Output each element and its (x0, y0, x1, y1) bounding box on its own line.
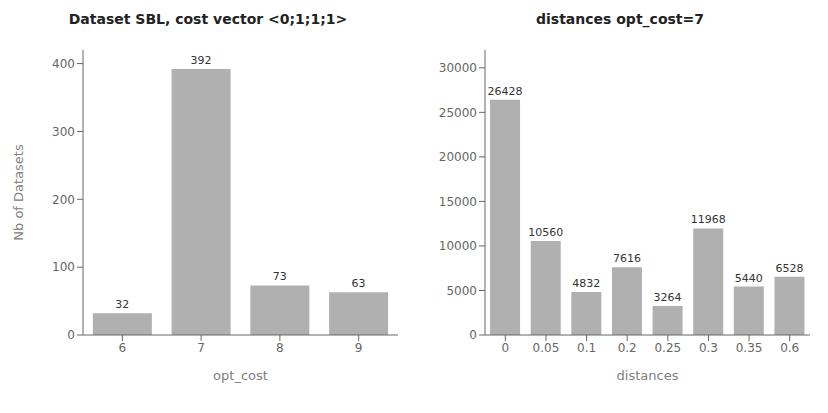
svg-text:distances: distances (617, 368, 679, 383)
svg-text:20000: 20000 (439, 150, 477, 164)
svg-text:0.1: 0.1 (577, 341, 596, 355)
svg-text:7: 7 (197, 341, 205, 355)
svg-text:400: 400 (52, 57, 75, 71)
html-text:distances opt_cost=7: distances opt_cost=7 (536, 11, 704, 27)
svg-text:11968: 11968 (691, 213, 726, 226)
svg-text:200: 200 (52, 193, 75, 207)
svg-text:6528: 6528 (775, 262, 803, 275)
svg-text:3264: 3264 (654, 291, 682, 304)
svg-text:0: 0 (469, 328, 477, 342)
svg-text:10560: 10560 (528, 226, 563, 239)
svg-text:300: 300 (52, 125, 75, 139)
svg-text:0.25: 0.25 (654, 341, 681, 355)
html-text:Dataset SBL, cost vector <0;1;: Dataset SBL, cost vector <0;1;1;1> (68, 11, 348, 27)
svg-text:5440: 5440 (735, 272, 763, 285)
svg-text:0: 0 (501, 341, 509, 355)
svg-text:4832: 4832 (572, 277, 600, 290)
svg-text:9: 9 (355, 341, 363, 355)
svg-text:6: 6 (119, 341, 127, 355)
svg-text:392: 392 (191, 54, 212, 67)
svg-text:63: 63 (352, 277, 366, 290)
svg-text:Nb of Datasets: Nb of Datasets (11, 144, 26, 241)
svg-text:32: 32 (115, 298, 129, 311)
svg-text:0.05: 0.05 (533, 341, 560, 355)
svg-text:0: 0 (67, 328, 75, 342)
svg-text:25000: 25000 (439, 106, 477, 120)
svg-text:opt_cost: opt_cost (213, 368, 268, 383)
svg-text:0.35: 0.35 (736, 341, 763, 355)
svg-text:0.2: 0.2 (618, 341, 637, 355)
svg-text:0.3: 0.3 (699, 341, 718, 355)
svg-text:10000: 10000 (439, 239, 477, 253)
svg-text:7616: 7616 (613, 252, 641, 265)
svg-text:73: 73 (273, 270, 287, 283)
svg-text:15000: 15000 (439, 195, 477, 209)
svg-text:5000: 5000 (446, 284, 477, 298)
svg-text:30000: 30000 (439, 61, 477, 75)
svg-text:0.6: 0.6 (780, 341, 799, 355)
svg-text:100: 100 (52, 260, 75, 274)
svg-text:26428: 26428 (488, 85, 523, 98)
svg-text:8: 8 (276, 341, 284, 355)
